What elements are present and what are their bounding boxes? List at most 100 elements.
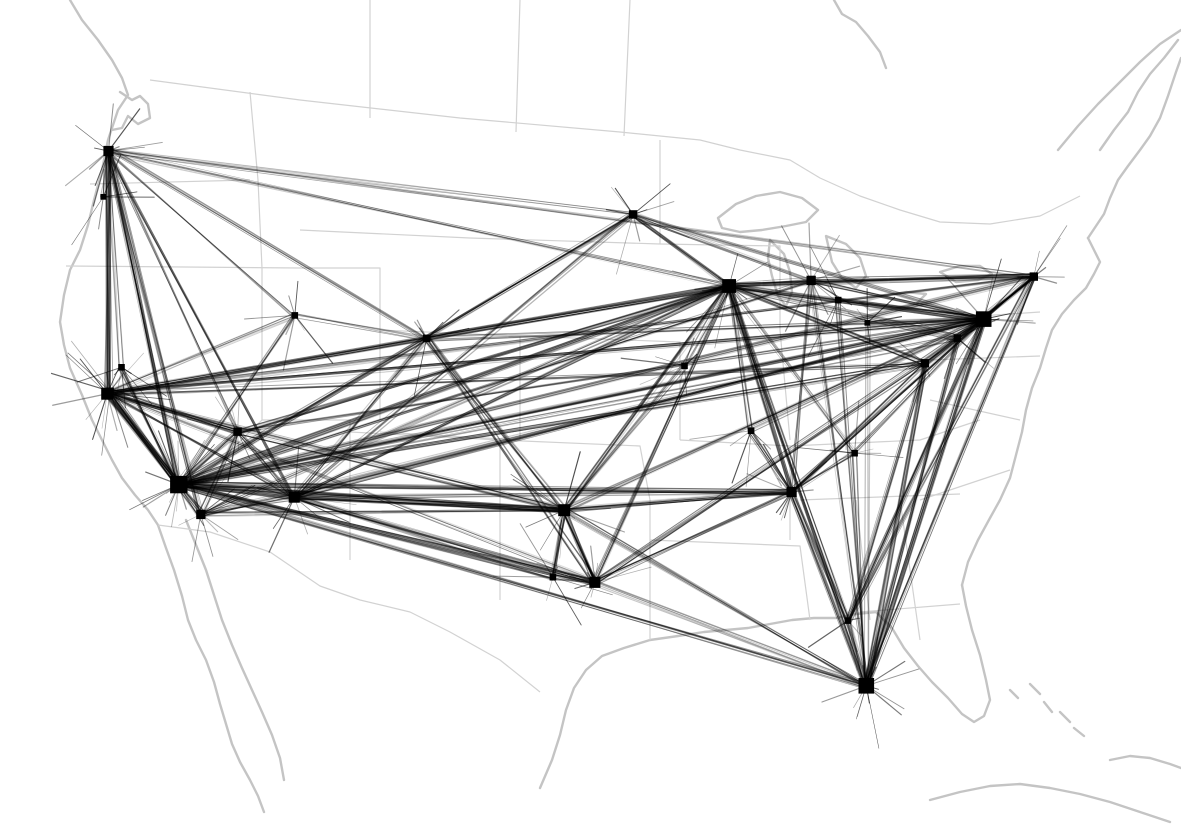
route-sfo-las xyxy=(104,391,239,431)
route-sfo-las xyxy=(109,392,236,435)
route-ord-iah xyxy=(596,284,732,581)
route-ord-iah xyxy=(595,287,728,581)
route-dfw-mia xyxy=(565,511,864,687)
route-spoke-pdx xyxy=(102,169,105,198)
route-lax-bos xyxy=(176,275,1035,486)
route-atl-mco xyxy=(789,491,847,620)
route-lax-den xyxy=(176,337,427,484)
route-ord-dca xyxy=(728,284,925,362)
route-mco-bos xyxy=(846,274,1033,622)
route-dfw-mia xyxy=(562,512,866,687)
route-iah-atl xyxy=(596,491,791,586)
route-ord-dfw xyxy=(561,287,729,512)
route-dfw-mia xyxy=(565,507,866,688)
route-iah-aus xyxy=(555,574,593,581)
hub-pit xyxy=(864,320,871,326)
route-mia-jfk xyxy=(864,317,988,690)
route-ord-atl xyxy=(726,286,791,492)
route-spoke-msp xyxy=(632,213,641,242)
route-lax-ord xyxy=(176,286,732,482)
route-lax-den xyxy=(177,336,425,486)
route-lax-phx xyxy=(176,486,295,500)
route-dfw-den xyxy=(424,340,562,509)
route-atl-mco xyxy=(792,492,852,621)
route-ord-dfw xyxy=(565,286,728,512)
route-dfw-mia xyxy=(561,508,866,684)
great-lakes-erie xyxy=(858,290,928,312)
route-mia-clt xyxy=(856,451,866,685)
route-msp-jfk xyxy=(630,213,983,319)
route-lax-bos xyxy=(178,273,1036,485)
route-ord-bna xyxy=(728,285,753,429)
route-mia-bos xyxy=(863,275,1037,689)
route-sfo-ord xyxy=(108,287,728,397)
route-sfo-den xyxy=(106,337,427,393)
hub-mco xyxy=(844,617,852,624)
route-atl-mia xyxy=(790,491,867,688)
route-dfw-mia xyxy=(561,511,866,686)
route-jfk-bos xyxy=(981,273,1036,317)
route-ord-atl xyxy=(728,283,791,491)
route-spoke-bos xyxy=(995,276,1035,309)
state-borders xyxy=(65,0,1081,693)
route-iah-mia xyxy=(593,580,865,689)
route-ord-atl xyxy=(727,286,794,494)
route-iah-den xyxy=(424,340,598,581)
route-lax-iah xyxy=(176,481,598,586)
route-iah-atl xyxy=(591,493,790,582)
route-spoke-oak xyxy=(67,352,111,392)
route-lax-dfw xyxy=(179,482,565,513)
baja-california-coast xyxy=(156,523,266,814)
route-phx-dfw xyxy=(291,493,563,511)
route-ord-stl xyxy=(681,284,727,366)
route-lax-phx xyxy=(176,481,294,500)
route-spoke-bos xyxy=(1033,238,1061,277)
route-ord-stl xyxy=(685,285,728,367)
route-lax-msp xyxy=(180,215,633,488)
route-iah-aus xyxy=(552,573,594,583)
great-lakes-ontario xyxy=(938,264,994,284)
route-lax-mia xyxy=(178,485,865,689)
route-spoke-oak xyxy=(71,340,111,392)
route-lax-jfk xyxy=(175,317,988,487)
route-san-ord xyxy=(203,282,729,513)
route-sfo-phx xyxy=(106,390,295,500)
route-lax-dca xyxy=(180,363,926,485)
route-dfw-atl xyxy=(564,488,795,509)
route-spoke-dca xyxy=(912,362,926,403)
route-phx-dfw xyxy=(293,495,566,513)
route-phx-dfw xyxy=(296,498,568,510)
route-mia-jfk xyxy=(864,319,982,688)
route-lax-atl xyxy=(176,483,793,496)
route-phx-dfw xyxy=(295,495,564,514)
route-spoke-dfw xyxy=(559,509,565,559)
route-phl-bos xyxy=(955,274,1036,342)
route-dtw-jfk xyxy=(808,278,985,319)
route-mco-jfk xyxy=(848,317,987,620)
route-iah-den xyxy=(424,336,594,585)
route-dfw-aus xyxy=(550,511,563,576)
route-lax-aus xyxy=(175,484,555,580)
route-atl-jfk xyxy=(789,319,986,494)
route-cle-mia xyxy=(835,297,867,685)
route-sfo-san xyxy=(109,394,199,515)
route-msp-dtw xyxy=(629,215,815,282)
route-lax-phx xyxy=(181,482,294,497)
bahamas-islands xyxy=(1008,682,1086,738)
route-iah-dca xyxy=(594,365,926,582)
route-lax-jfk xyxy=(178,320,983,484)
route-spoke-mia xyxy=(866,685,880,749)
route-ord-mia xyxy=(726,286,868,684)
route-smf-lax xyxy=(120,365,178,485)
route-mia-phl xyxy=(867,337,958,688)
route-mia-clt xyxy=(855,450,865,684)
route-spoke-dca xyxy=(916,362,926,404)
route-sfo-jfk xyxy=(109,320,982,397)
route-spoke-phl xyxy=(956,317,1000,339)
route-mco-bos xyxy=(846,273,1037,619)
route-lax-dtw xyxy=(179,279,811,488)
route-spoke-bos xyxy=(1033,225,1068,278)
route-ord-jfk xyxy=(725,285,985,318)
route-dfw-aus xyxy=(551,510,562,579)
route-spoke-sea xyxy=(92,150,110,207)
